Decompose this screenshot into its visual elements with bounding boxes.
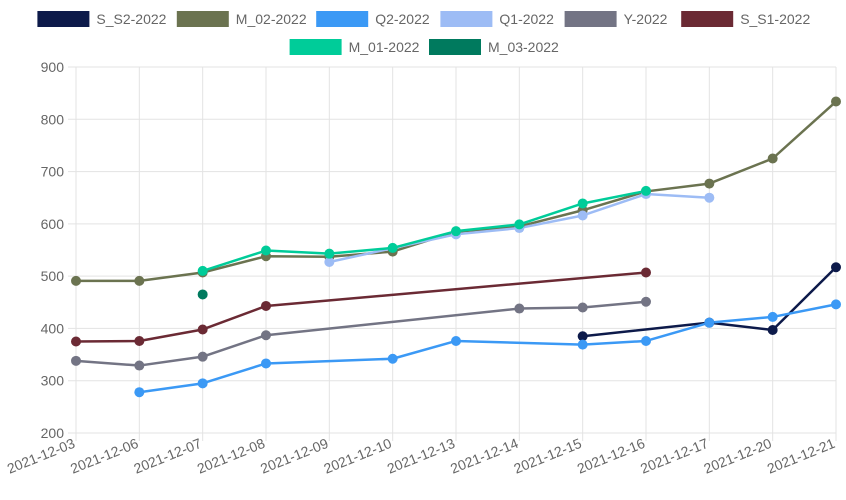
- legend-label: Q1-2022: [499, 11, 554, 27]
- x-tick-label: 2021-12-07: [131, 435, 204, 477]
- series-line-Q1-2022: [329, 192, 710, 264]
- data-point-Y-2022[interactable]: [197, 351, 208, 362]
- data-point-Y-2022[interactable]: [577, 302, 588, 313]
- data-point-M_01-2022[interactable]: [641, 185, 651, 196]
- data-point-S_S2-2022[interactable]: [767, 324, 778, 335]
- x-tick-label: 2021-12-06: [68, 435, 141, 477]
- series-line-Q2-2022: [139, 303, 837, 394]
- data-point-Q1-2022[interactable]: [704, 192, 715, 203]
- y-tick-label: 400: [41, 320, 65, 336]
- legend-label: S_S2-2022: [96, 11, 166, 27]
- x-tick-label: 2021-12-08: [195, 435, 268, 477]
- legend-label: Y-2022: [624, 11, 668, 27]
- legend-label: Q2-2022: [375, 11, 430, 27]
- data-point-Q2-2022[interactable]: [197, 378, 208, 389]
- series-points: [71, 96, 841, 398]
- x-tick-label: 2021-12-21: [765, 435, 838, 477]
- data-point-Q2-2022[interactable]: [577, 339, 588, 350]
- legend-swatch: [289, 39, 342, 55]
- legend-item-Q1-2022[interactable]: Q1-2022: [440, 11, 554, 27]
- x-tick-label: 2021-12-15: [511, 435, 584, 477]
- legend-swatch: [429, 39, 481, 55]
- legend-item-Y-2022[interactable]: Y-2022: [564, 11, 668, 27]
- data-point-S_S1-2022[interactable]: [197, 324, 208, 335]
- legend-swatch: [681, 11, 734, 27]
- series-line-Y-2022: [75, 300, 647, 367]
- data-point-S_S1-2022[interactable]: [261, 300, 271, 311]
- series-line-S_S2-2022: [582, 266, 837, 338]
- data-point-Q1-2022[interactable]: [324, 257, 335, 268]
- x-tick-label: 2021-12-13: [385, 435, 458, 477]
- x-tick-label: 2021-12-16: [575, 435, 648, 477]
- y-axis: 200 300 400 500 600 700 800 900: [41, 59, 65, 441]
- data-point-S_S1-2022[interactable]: [134, 335, 145, 346]
- data-point-Q2-2022[interactable]: [767, 311, 778, 322]
- x-tick-label: 2021-12-20: [701, 435, 774, 477]
- legend-item-M_02-2022[interactable]: M_02-2022: [176, 11, 307, 27]
- legend-swatch: [440, 11, 493, 27]
- data-point-Q2-2022[interactable]: [134, 387, 145, 398]
- legend-swatch: [37, 11, 90, 27]
- data-point-M_02-2022[interactable]: [134, 275, 145, 286]
- data-point-Y-2022[interactable]: [71, 355, 81, 366]
- data-point-S_S1-2022[interactable]: [641, 267, 651, 278]
- data-point-Y-2022[interactable]: [261, 330, 271, 341]
- series-line-M_01-2022: [202, 189, 647, 273]
- data-point-M_01-2022[interactable]: [577, 198, 588, 209]
- data-point-S_S2-2022[interactable]: [577, 331, 588, 342]
- legend-swatch: [564, 11, 617, 27]
- y-tick-label: 700: [41, 164, 65, 180]
- x-axis: 2021-12-032021-12-062021-12-072021-12-08…: [5, 435, 838, 477]
- legend-item-M_03-2022[interactable]: M_03-2022: [429, 39, 559, 55]
- data-point-Y-2022[interactable]: [641, 296, 651, 307]
- data-point-M_01-2022[interactable]: [451, 226, 461, 237]
- y-tick-label: 900: [41, 59, 65, 75]
- y-tick-label: 800: [41, 111, 65, 127]
- legend-swatch: [176, 11, 229, 27]
- data-point-Q2-2022[interactable]: [641, 335, 651, 346]
- data-point-M_01-2022[interactable]: [387, 242, 398, 253]
- y-tick-label: 200: [41, 425, 65, 441]
- data-point-M_03-2022[interactable]: [197, 289, 208, 300]
- y-tick-label: 600: [41, 216, 65, 232]
- data-point-Q2-2022[interactable]: [451, 335, 461, 346]
- x-tick-label: 2021-12-09: [258, 435, 331, 477]
- data-point-Y-2022[interactable]: [514, 303, 525, 314]
- data-point-Q2-2022[interactable]: [704, 317, 715, 328]
- data-point-Y-2022[interactable]: [134, 360, 145, 371]
- y-tick-label: 500: [41, 268, 65, 284]
- legend-item-Q2-2022[interactable]: Q2-2022: [316, 11, 430, 27]
- data-point-M_01-2022[interactable]: [261, 245, 271, 256]
- data-point-M_01-2022[interactable]: [197, 265, 208, 276]
- data-point-Q2-2022[interactable]: [387, 353, 398, 364]
- data-point-M_02-2022[interactable]: [767, 153, 778, 164]
- data-point-M_01-2022[interactable]: [514, 219, 525, 230]
- data-point-M_02-2022[interactable]: [71, 275, 81, 286]
- data-point-M_02-2022[interactable]: [704, 178, 715, 189]
- legend-label: S_S1-2022: [740, 11, 810, 27]
- legend-label: M_01-2022: [349, 39, 420, 55]
- data-point-M_02-2022[interactable]: [831, 96, 841, 107]
- legend-item-M_01-2022[interactable]: M_01-2022: [289, 39, 420, 55]
- data-point-Q2-2022[interactable]: [831, 299, 841, 310]
- chart-legend: S_S2-2022 M_02-2022 Q2-2022 Q1-2022 Y-2022 S_…: [37, 11, 810, 55]
- y-tick-label: 300: [41, 373, 65, 389]
- x-tick-label: 2021-12-03: [5, 435, 78, 477]
- data-point-S_S2-2022[interactable]: [831, 262, 841, 273]
- legend-swatch: [316, 11, 369, 27]
- data-point-Q2-2022[interactable]: [261, 358, 271, 369]
- x-tick-label: 2021-12-17: [638, 435, 711, 477]
- x-tick-label: 2021-12-14: [448, 435, 521, 477]
- data-point-Q1-2022[interactable]: [577, 210, 588, 221]
- legend-item-S_S2-2022[interactable]: S_S2-2022: [37, 11, 167, 27]
- legend-label: M_03-2022: [488, 39, 559, 55]
- legend-item-S_S1-2022[interactable]: S_S1-2022: [681, 11, 810, 27]
- legend-label: M_02-2022: [236, 11, 307, 27]
- data-point-M_01-2022[interactable]: [324, 248, 335, 259]
- data-point-S_S1-2022[interactable]: [71, 336, 81, 347]
- x-tick-label: 2021-12-10: [321, 435, 394, 477]
